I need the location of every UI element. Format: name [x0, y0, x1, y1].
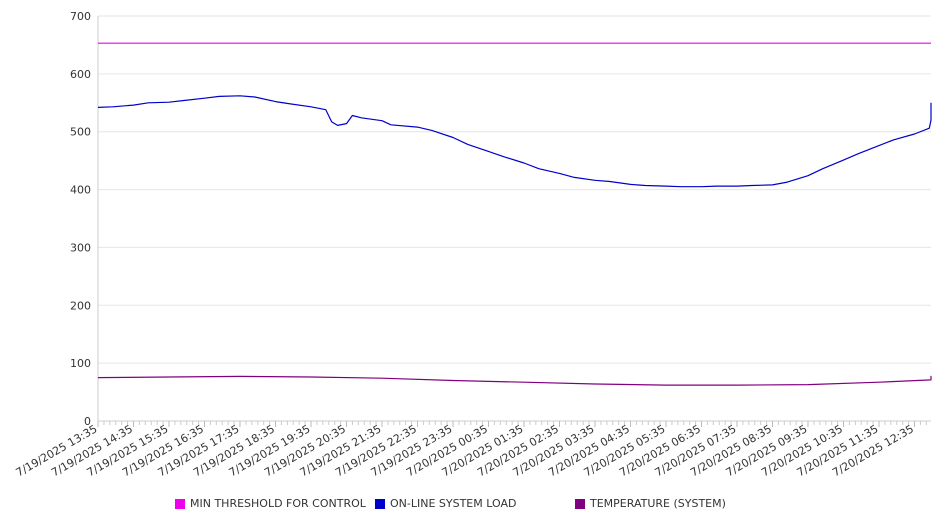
x-tick-labels: 7/19/2025 13:357/19/2025 14:357/19/2025 …	[14, 422, 916, 479]
y-tick-label: 500	[70, 126, 91, 139]
legend-swatch-min-threshold	[175, 498, 185, 509]
y-tick-label: 300	[70, 241, 91, 254]
y-tick-label: 0	[84, 415, 91, 428]
y-tick-label: 200	[70, 299, 91, 312]
gridlines	[98, 15, 931, 364]
legend-label-temperature: TEMPERATURE (SYSTEM)	[590, 497, 726, 510]
system-load-line	[97, 95, 932, 188]
legend-item-temperature[interactable]: TEMPERATURE (SYSTEM)	[575, 497, 726, 510]
legend-item-min-threshold[interactable]: MIN THRESHOLD FOR CONTROL	[175, 497, 366, 510]
y-tick-label: 400	[70, 184, 91, 197]
y-tick-label: 100	[70, 357, 91, 370]
legend: MIN THRESHOLD FOR CONTROL ON-LINE SYSTEM…	[0, 497, 946, 515]
legend-label-system-load: ON-LINE SYSTEM LOAD	[390, 497, 517, 510]
axes	[97, 16, 931, 427]
legend-label-min-threshold: MIN THRESHOLD FOR CONTROL	[190, 497, 366, 510]
legend-swatch-system-load	[375, 498, 385, 509]
series-lines	[97, 42, 932, 386]
y-tick-label: 600	[70, 68, 91, 81]
temperature-line	[97, 375, 932, 386]
y-tick-label: 700	[70, 10, 91, 23]
y-tick-labels: 0 100 200 300 400 500 600 700	[70, 10, 91, 428]
legend-item-system-load[interactable]: ON-LINE SYSTEM LOAD	[375, 497, 516, 510]
legend-swatch-temperature	[575, 498, 585, 509]
